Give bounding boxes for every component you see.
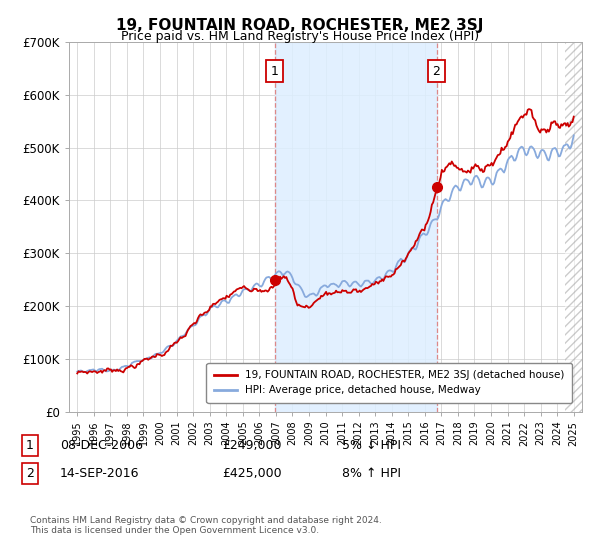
Text: 2: 2 [433, 64, 440, 77]
Text: £425,000: £425,000 [222, 466, 281, 480]
Text: 19, FOUNTAIN ROAD, ROCHESTER, ME2 3SJ: 19, FOUNTAIN ROAD, ROCHESTER, ME2 3SJ [116, 18, 484, 33]
Text: 2: 2 [26, 466, 34, 480]
Legend: 19, FOUNTAIN ROAD, ROCHESTER, ME2 3SJ (detached house), HPI: Average price, deta: 19, FOUNTAIN ROAD, ROCHESTER, ME2 3SJ (d… [206, 363, 572, 403]
Text: 8% ↑ HPI: 8% ↑ HPI [342, 466, 401, 480]
Text: This data is licensed under the Open Government Licence v3.0.: This data is licensed under the Open Gov… [30, 526, 319, 535]
Bar [275, 42, 437, 412]
Text: 1: 1 [271, 64, 278, 77]
Text: 1: 1 [26, 438, 34, 452]
Text: 14-SEP-2016: 14-SEP-2016 [60, 466, 139, 480]
Bar [565, 42, 582, 412]
Text: £249,000: £249,000 [222, 438, 281, 452]
Text: 5% ↓ HPI: 5% ↓ HPI [342, 438, 401, 452]
Text: Price paid vs. HM Land Registry's House Price Index (HPI): Price paid vs. HM Land Registry's House … [121, 30, 479, 43]
Text: 08-DEC-2006: 08-DEC-2006 [60, 438, 143, 452]
Text: Contains HM Land Registry data © Crown copyright and database right 2024.: Contains HM Land Registry data © Crown c… [30, 516, 382, 525]
